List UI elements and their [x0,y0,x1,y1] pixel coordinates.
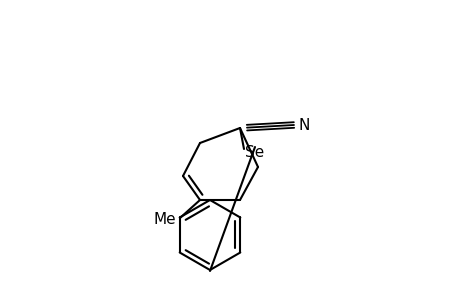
Text: Me: Me [153,212,176,226]
Text: Se: Se [245,145,263,160]
Text: N: N [298,118,310,133]
